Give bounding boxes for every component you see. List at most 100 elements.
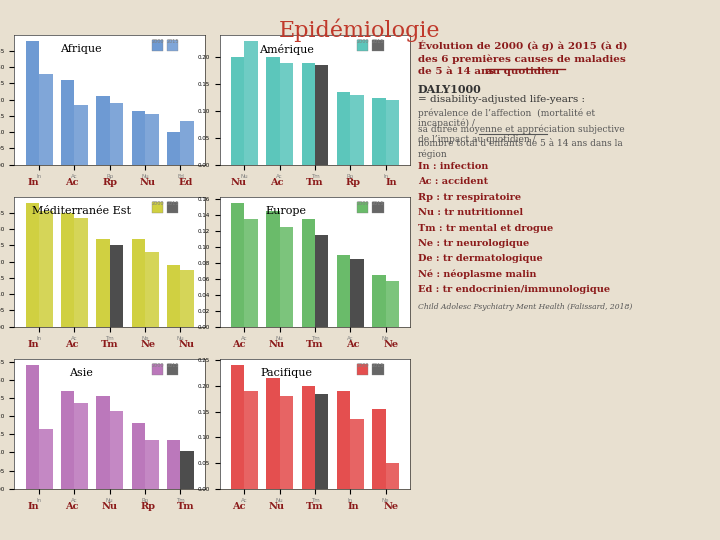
Bar — [145, 114, 158, 165]
Bar — [167, 364, 179, 375]
Text: Afrique: Afrique — [60, 44, 102, 54]
Bar — [302, 63, 315, 165]
Text: Tm: Tm — [306, 178, 324, 187]
Bar — [372, 202, 384, 213]
Bar — [74, 218, 88, 327]
Bar — [181, 270, 194, 327]
Bar — [96, 239, 109, 327]
Text: Pacifique: Pacifique — [261, 368, 312, 378]
Text: des 6 premières causes de maladies: des 6 premières causes de maladies — [418, 54, 626, 64]
Text: 2000: 2000 — [356, 363, 369, 368]
Text: Nu: Nu — [178, 340, 194, 349]
Text: de 5 à 14 ans: de 5 à 14 ans — [418, 68, 498, 77]
Bar — [231, 57, 244, 165]
Bar — [315, 394, 328, 489]
Bar — [132, 239, 145, 327]
Bar — [39, 211, 53, 327]
Bar — [26, 41, 39, 165]
Bar — [279, 396, 293, 489]
Text: De : tr dermatologique: De : tr dermatologique — [418, 254, 542, 264]
Text: = disability-adjusted life-years :: = disability-adjusted life-years : — [418, 94, 585, 104]
Text: 2015: 2015 — [166, 201, 179, 206]
Bar — [74, 105, 88, 165]
Bar — [145, 252, 158, 327]
Bar — [351, 259, 364, 327]
Bar — [132, 111, 145, 165]
Text: au quotidien: au quotidien — [486, 68, 559, 77]
Bar — [372, 40, 384, 51]
Text: Rp : tr respiratoire: Rp : tr respiratoire — [418, 193, 521, 202]
Text: Child Adolesc Psychiatry Ment Health (Falissard, 2018): Child Adolesc Psychiatry Ment Health (Fa… — [418, 303, 632, 311]
Bar — [167, 202, 179, 213]
Text: Tm: Tm — [306, 340, 324, 349]
Bar — [351, 95, 364, 165]
Bar — [302, 219, 315, 327]
Bar — [231, 365, 244, 489]
Text: prévalence de l’affection  (mortalité et
incapacité) /: prévalence de l’affection (mortalité et … — [418, 108, 595, 129]
Bar — [372, 409, 386, 489]
Bar — [302, 386, 315, 489]
Text: Tm: Tm — [306, 502, 324, 511]
Bar — [386, 280, 399, 327]
Bar — [167, 40, 179, 51]
Text: Tm: Tm — [177, 502, 195, 511]
Bar — [110, 246, 123, 327]
Bar — [244, 219, 258, 327]
Text: Évolution de 2000 (à g) à 2015 (à d): Évolution de 2000 (à g) à 2015 (à d) — [418, 40, 627, 51]
Bar — [152, 364, 163, 375]
Bar — [386, 100, 399, 165]
Bar — [167, 132, 181, 165]
Bar — [372, 364, 384, 375]
Text: Nu: Nu — [140, 178, 156, 187]
Bar — [266, 57, 279, 165]
Text: Ac: Ac — [65, 340, 78, 349]
Bar — [61, 80, 74, 165]
Bar — [181, 121, 194, 165]
Text: Amérique: Amérique — [259, 44, 314, 55]
Bar — [266, 378, 279, 489]
Bar — [231, 203, 244, 327]
Bar — [337, 255, 351, 327]
Bar — [244, 41, 258, 165]
Text: Ac: Ac — [65, 178, 78, 187]
Text: 2000: 2000 — [356, 201, 369, 206]
Text: Né : néoplasme malin: Né : néoplasme malin — [418, 270, 536, 279]
Text: Ne: Ne — [140, 340, 156, 349]
Bar — [337, 92, 351, 165]
Text: Ed : tr endocrinien/immunologique: Ed : tr endocrinien/immunologique — [418, 285, 610, 294]
Bar — [386, 463, 399, 489]
Bar — [39, 429, 53, 489]
Text: Ac: Ac — [232, 502, 246, 511]
Text: 2000: 2000 — [356, 39, 369, 44]
Text: 2000: 2000 — [151, 201, 163, 206]
Text: 2000: 2000 — [151, 363, 163, 368]
Text: Ac : accident: Ac : accident — [418, 177, 487, 186]
Text: Ed: Ed — [179, 178, 193, 187]
Bar — [74, 403, 88, 489]
Bar — [357, 364, 369, 375]
Text: In: In — [27, 502, 40, 511]
Bar — [372, 275, 386, 327]
Bar — [279, 63, 293, 165]
Bar — [357, 40, 369, 51]
Bar — [26, 203, 39, 327]
Text: Asie: Asie — [69, 368, 93, 378]
Bar — [315, 235, 328, 327]
Text: 2015: 2015 — [166, 39, 179, 44]
Text: Ac: Ac — [270, 178, 284, 187]
Text: nombre total d’enfants de 5 à 14 ans dans la
région: nombre total d’enfants de 5 à 14 ans dan… — [418, 139, 622, 159]
Text: Méditerranée Est: Méditerranée Est — [32, 206, 131, 216]
Text: Tm : tr mental et drogue: Tm : tr mental et drogue — [418, 224, 553, 233]
Bar — [96, 97, 109, 165]
Bar — [181, 450, 194, 489]
Text: In : infection: In : infection — [418, 162, 488, 171]
Bar — [26, 365, 39, 489]
Text: Ac: Ac — [232, 340, 246, 349]
Bar — [279, 227, 293, 327]
Text: In: In — [385, 178, 397, 187]
Bar — [152, 40, 163, 51]
Bar — [96, 396, 109, 489]
Bar — [39, 74, 53, 165]
Bar — [167, 440, 181, 489]
Text: 2015: 2015 — [166, 363, 179, 368]
